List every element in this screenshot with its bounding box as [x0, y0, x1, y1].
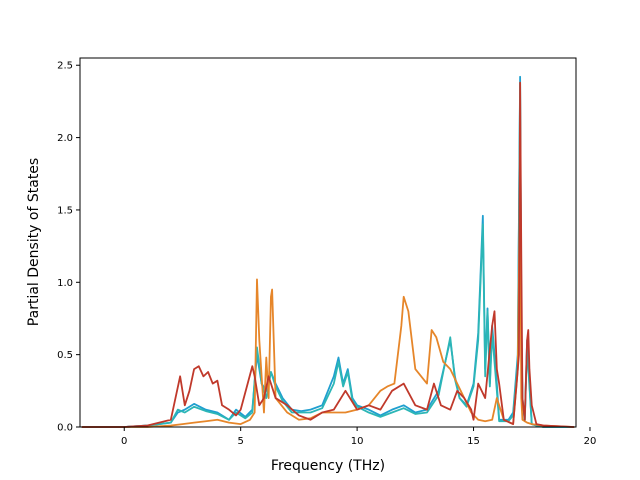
y-tick-label: 0.0: [57, 423, 73, 434]
y-tick-label: 1.5: [57, 205, 73, 216]
x-axis-ticks: 0 5 10 15 20: [121, 427, 596, 447]
x-tick-label: 0: [121, 436, 127, 447]
x-tick-label: 15: [467, 436, 480, 447]
x-axis-label: Frequency (THz): [271, 458, 385, 474]
series-lines: [81, 75, 575, 428]
x-tick-label: 5: [237, 436, 243, 447]
y-tick-label: 1.0: [57, 278, 73, 289]
y-tick-label: 2.0: [57, 133, 73, 144]
x-tick-label: 10: [351, 436, 364, 447]
y-axis-ticks: 0.0 0.5 1.0 1.5 2.0 2.5: [57, 61, 80, 434]
y-axis-label: Partial Density of States: [26, 158, 42, 326]
series-line-4: [81, 81, 575, 428]
x-tick-label: 20: [584, 436, 597, 447]
plot-frame: [79, 57, 577, 428]
series-line-2: [81, 81, 575, 428]
y-tick-label: 0.5: [57, 350, 73, 361]
series-line-3: [81, 165, 575, 428]
y-tick-label: 2.5: [57, 61, 73, 72]
series-line-1: [81, 75, 575, 428]
